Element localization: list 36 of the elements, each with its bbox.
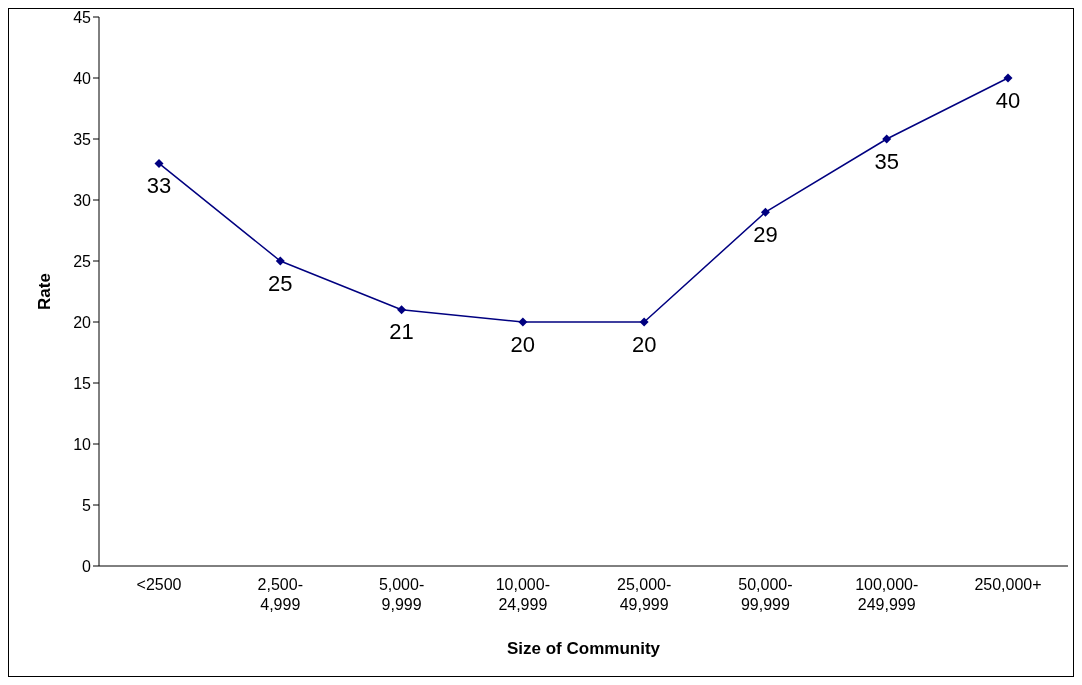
- data-label: 20: [510, 331, 536, 357]
- y-tick-label: 5: [82, 496, 92, 514]
- y-tick-label: 0: [82, 557, 92, 575]
- data-label: 35: [874, 148, 899, 174]
- x-tick-label: 100,000-249,999: [855, 576, 919, 613]
- point: [275, 256, 285, 266]
- point: [518, 317, 528, 327]
- y-tick-label: 10: [73, 435, 92, 453]
- x-tick-label: 250,000+: [974, 576, 1042, 593]
- x-tick-label: <2500: [136, 576, 182, 593]
- data-label: 33: [146, 173, 172, 199]
- y-tick-label: 25: [73, 252, 92, 270]
- data-label: 20: [631, 331, 657, 357]
- x-axis-title: Size of Community: [506, 639, 661, 658]
- point: [397, 305, 407, 315]
- y-tick-label: 20: [73, 313, 92, 331]
- y-tick-label: 30: [73, 191, 92, 209]
- point: [882, 134, 892, 144]
- y-tick-label: 35: [73, 130, 92, 148]
- data-label: 40: [995, 87, 1021, 113]
- x-tick-label: 10,000-24,999: [495, 576, 550, 613]
- data-label: 21: [389, 319, 414, 345]
- y-tick-label: 40: [73, 69, 92, 87]
- data-label: 29: [753, 221, 778, 247]
- y-tick-label: 45: [73, 8, 92, 26]
- point: [760, 207, 770, 217]
- point: [154, 158, 164, 168]
- x-tick-label: 2,500-4,999: [257, 576, 303, 613]
- y-tick-label: 15: [73, 374, 92, 392]
- y-axis-title: Rate: [35, 273, 55, 310]
- x-tick-label: 25,000-49,999: [617, 576, 672, 613]
- point: [1003, 73, 1013, 83]
- data-label: 25: [268, 270, 293, 296]
- point: [639, 317, 649, 327]
- x-tick-label: 5,000-9,999: [378, 576, 425, 613]
- x-tick-label: 50,000-99,999: [738, 576, 793, 613]
